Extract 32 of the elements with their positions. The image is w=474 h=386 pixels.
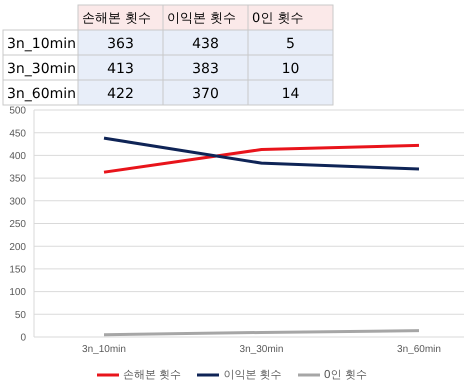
y-tick-label: 450 [9,128,26,140]
data-label: 14 [282,86,300,102]
y-tick-label: 250 [9,219,26,230]
y-tick-label: 0 [20,332,26,344]
data-label: 438 [192,36,219,52]
x-tick-label: 이익본 횟수 [167,11,236,26]
y-tick-label: 350 [9,174,26,185]
y-tick-label: 100 [9,287,26,298]
data-label: 383 [192,61,219,77]
data-label: 370 [192,86,219,102]
y-tick-label: 50 [14,310,26,321]
x-tick-label: 3n_30min [240,344,284,356]
data-label: 413 [107,61,134,77]
y-tick-label: 200 [9,242,26,253]
data-label: 10 [282,61,300,77]
data-label: 5 [286,36,295,52]
y-tick-label: 400 [9,150,26,162]
x-tick-label: 0인 횟수 [252,11,304,26]
y-tick-label: 3n_10min [7,36,76,52]
data-label: 422 [107,86,134,102]
x-tick-label: 3n_60min [397,344,441,356]
y-tick-label: 500 [9,106,26,117]
legend-label: 손해본 횟수 [122,367,182,382]
y-tick-label: 3n_30min [7,61,76,77]
y-tick-label: 150 [9,264,26,276]
x-tick-label: 손해본 횟수 [82,11,152,26]
data-label: 363 [107,36,134,52]
x-tick-label: 3n_10min [82,344,126,356]
legend-label: 0인 횟수 [324,367,368,382]
y-tick-label: 3n_60min [7,86,76,102]
legend-label: 이익본 횟수 [223,367,282,382]
y-tick-label: 300 [9,196,26,208]
